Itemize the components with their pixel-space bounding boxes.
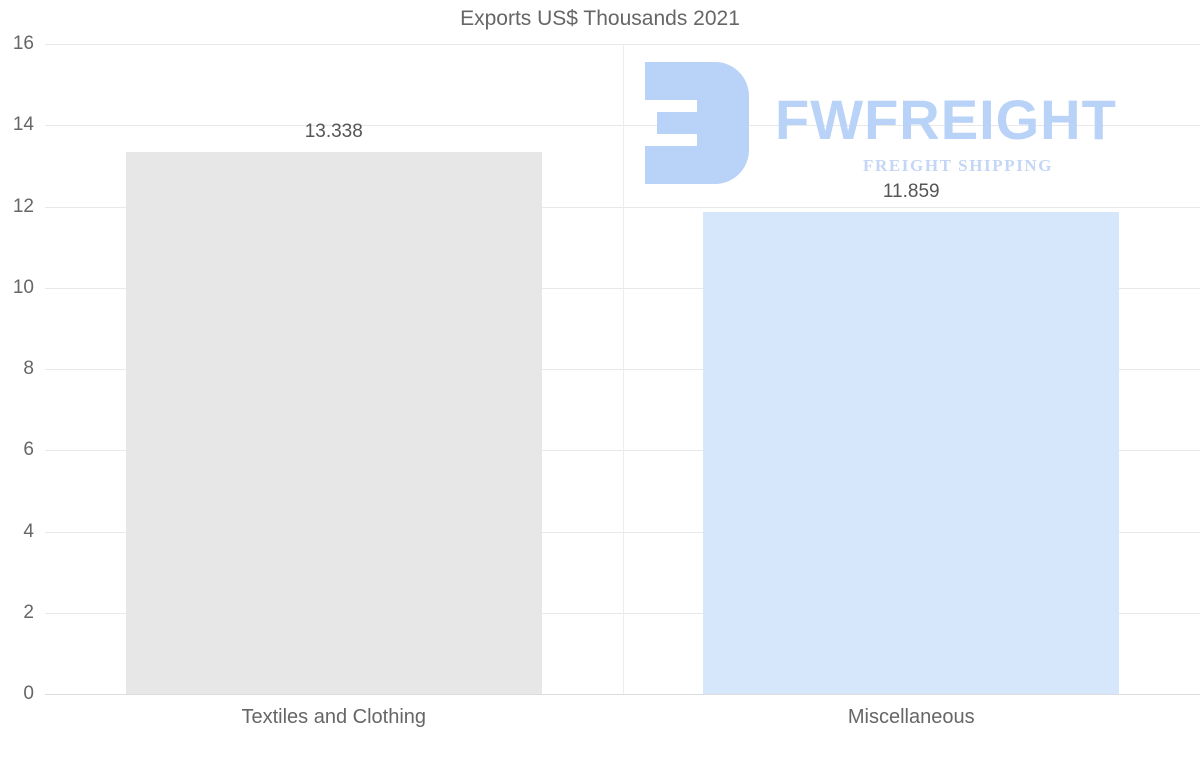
x-axis-category-label: Textiles and Clothing (241, 706, 427, 728)
y-axis-tick-label: 2 (23, 601, 34, 623)
y-axis-tick-label: 12 (12, 195, 34, 217)
gridline (45, 694, 1200, 695)
x-axis-category-label: Miscellaneous (847, 706, 975, 728)
y-axis-tick-label: 6 (23, 439, 34, 461)
bar-value-label: 11.859 (882, 181, 940, 203)
y-axis-tick-label: 16 (12, 33, 34, 54)
y-axis-tick-label: 10 (12, 276, 34, 298)
plot-area (45, 44, 1200, 695)
bar-value-label: 13.338 (304, 121, 363, 143)
category-separator (622, 44, 624, 694)
y-axis-tick-label: 8 (23, 358, 34, 379)
bar-1[interactable] (125, 152, 542, 694)
y-axis-tick-label: 14 (12, 114, 34, 136)
y-axis-tick-label: 4 (23, 520, 34, 542)
chart-title: Exports US$ Thousands 2021 (460, 7, 740, 30)
bar-2[interactable] (703, 212, 1120, 694)
y-axis-tick-label: 0 (23, 683, 34, 704)
